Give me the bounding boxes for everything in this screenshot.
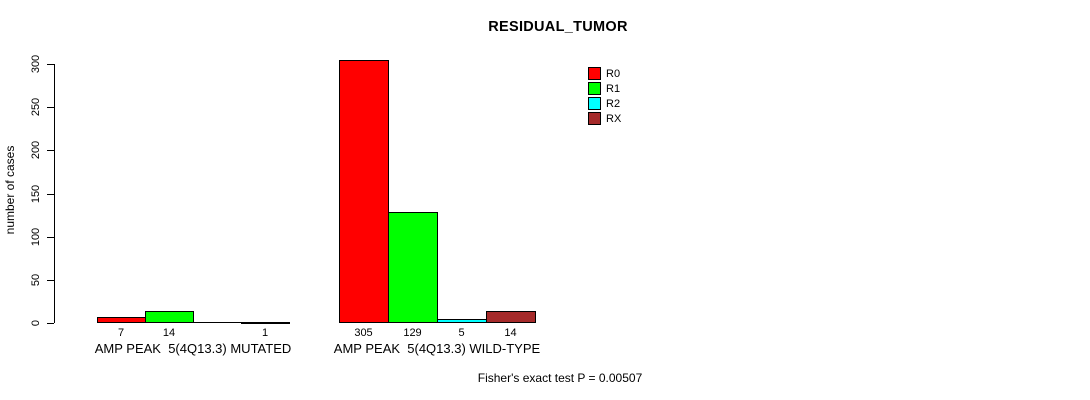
legend-swatch-r2	[588, 97, 601, 110]
legend: R0 R1 R2 RX	[588, 66, 621, 126]
bar-r1	[145, 311, 194, 323]
y-tick-label: 300	[30, 54, 42, 74]
y-tick-mark	[47, 194, 54, 195]
bar-rx	[486, 311, 536, 323]
legend-entry-r1: R1	[588, 81, 621, 96]
group-label: AMP PEAK 5(4Q13.3) WILD-TYPE	[333, 341, 541, 356]
legend-entry-r2: R2	[588, 96, 621, 111]
legend-swatch-rx	[588, 112, 601, 125]
stat-annotation: Fisher's exact test P = 0.00507	[477, 371, 643, 385]
legend-swatch-r0	[588, 67, 601, 80]
y-tick-label: 50	[30, 273, 42, 287]
bar-value-label: 305	[354, 327, 373, 339]
y-axis-label: number of cases	[3, 145, 17, 235]
y-tick-mark	[47, 64, 54, 65]
y-tick-mark	[47, 107, 54, 108]
bar-value-label: 14	[504, 327, 517, 339]
legend-label: R1	[606, 82, 621, 95]
bar-r0	[339, 60, 389, 323]
legend-swatch-r1	[588, 82, 601, 95]
bar-value-label: 129	[403, 327, 422, 339]
y-axis-line	[54, 64, 55, 323]
bar-r1	[388, 212, 438, 323]
legend-label: RX	[606, 112, 622, 125]
legend-label: R2	[606, 97, 621, 110]
bar-value-label: 14	[162, 327, 176, 339]
bar-value-label: 1	[261, 327, 269, 339]
y-tick-mark	[47, 280, 54, 281]
legend-entry-r0: R0	[588, 66, 621, 81]
bar-r2	[437, 319, 487, 323]
legend-entry-rx: RX	[588, 111, 621, 126]
y-tick-label: 100	[30, 227, 42, 247]
y-tick-label: 0	[30, 319, 42, 327]
y-tick-label: 200	[30, 140, 42, 160]
bar-value-label: 7	[117, 327, 125, 339]
legend-label: R0	[606, 67, 621, 80]
y-tick-mark	[47, 323, 54, 324]
bar-rx	[241, 322, 290, 324]
chart-title: RESIDUAL_TUMOR	[488, 19, 628, 35]
y-tick-label: 250	[30, 97, 42, 117]
y-tick-mark	[47, 150, 54, 151]
group-label: AMP PEAK 5(4Q13.3) MUTATED	[94, 341, 292, 356]
bar-value-label: 5	[458, 327, 465, 339]
bar-r0	[97, 317, 146, 323]
y-tick-label: 150	[30, 184, 42, 204]
y-tick-mark	[47, 237, 54, 238]
